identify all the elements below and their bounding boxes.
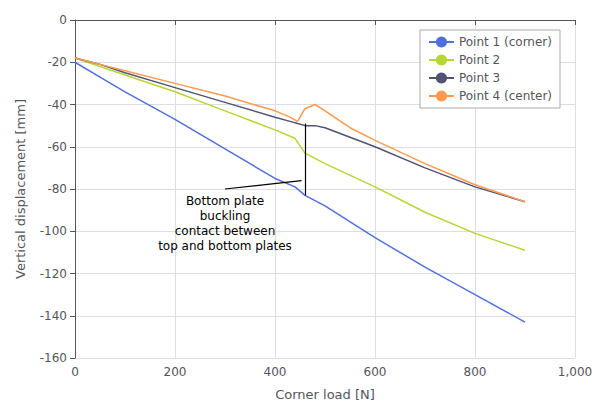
svg-text:Vertical displacement [mm]: Vertical displacement [mm] [13,99,28,279]
svg-text:Point 2: Point 2 [459,53,500,67]
svg-text:-160: -160 [40,351,67,365]
svg-text:-40: -40 [47,98,67,112]
svg-text:1,000: 1,000 [558,365,592,379]
svg-text:-120: -120 [40,267,67,281]
svg-text:-60: -60 [47,140,67,154]
svg-text:Bottom plate: Bottom plate [186,194,264,208]
svg-text:contact between: contact between [175,224,276,238]
svg-text:200: 200 [164,365,187,379]
svg-text:400: 400 [264,365,287,379]
svg-text:0: 0 [71,365,79,379]
svg-text:800: 800 [464,365,487,379]
svg-text:0: 0 [59,13,67,27]
svg-text:buckling: buckling [200,209,251,223]
svg-text:Point 1 (corner): Point 1 (corner) [459,35,552,49]
svg-text:Point 3: Point 3 [459,71,500,85]
svg-text:600: 600 [364,365,387,379]
svg-text:-140: -140 [40,309,67,323]
svg-text:-80: -80 [47,182,67,196]
svg-text:top and bottom plates: top and bottom plates [158,239,292,253]
svg-text:-20: -20 [47,55,67,69]
svg-text:Corner load [N]: Corner load [N] [275,387,375,402]
svg-text:Point 4 (center): Point 4 (center) [459,89,552,103]
svg-text:-100: -100 [40,224,67,238]
